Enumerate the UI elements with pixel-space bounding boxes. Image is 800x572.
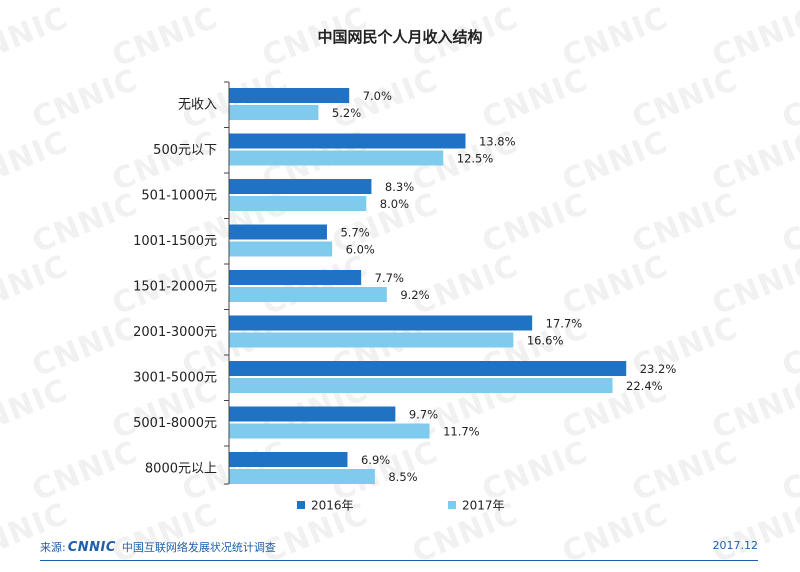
source-line: 来源: CNNIC 中国互联网络发展状况统计调查 xyxy=(40,539,276,555)
bar-2017年-8000元以上 xyxy=(229,469,375,484)
value-label: 13.8% xyxy=(479,135,516,149)
category-label: 1501-2000元 xyxy=(133,280,217,295)
footer-divider xyxy=(40,560,758,561)
value-label: 7.7% xyxy=(375,271,404,285)
bar-2017年-5001-8000元 xyxy=(229,423,430,439)
legend-label: 2017年 xyxy=(462,499,505,513)
bar-2016年-无收入 xyxy=(229,88,350,103)
value-label: 5.2% xyxy=(332,106,361,120)
bar-2016年-501-1000元 xyxy=(229,179,372,194)
bar-2016年-8000元以上 xyxy=(229,452,348,467)
category-label: 5001-8000元 xyxy=(133,416,217,431)
legend-swatch-2017年 xyxy=(448,501,456,509)
value-label: 8.3% xyxy=(385,180,414,194)
value-label: 5.7% xyxy=(340,226,369,240)
report-name: 中国互联网络发展状况统计调查 xyxy=(121,541,276,554)
value-label: 6.0% xyxy=(346,243,375,257)
value-label: 9.2% xyxy=(400,288,429,302)
report-date: 2017.12 xyxy=(712,539,759,552)
category-label: 3001-5000元 xyxy=(133,371,217,386)
bar-2017年-501-1000元 xyxy=(229,196,367,211)
legend-swatch-2016年 xyxy=(297,501,305,509)
value-label: 8.0% xyxy=(380,197,409,211)
bar-2016年-1001-1500元 xyxy=(229,224,327,240)
footer: 来源: CNNIC 中国互联网络发展状况统计调查 2017.12 xyxy=(40,539,758,557)
bar-2017年-无收入 xyxy=(229,105,319,120)
bar-2017年-1001-1500元 xyxy=(229,241,333,257)
bar-2017年-1501-2000元 xyxy=(229,287,387,302)
value-label: 22.4% xyxy=(626,379,663,393)
value-label: 7.0% xyxy=(363,89,392,103)
bar-2016年-3001-5000元 xyxy=(229,361,627,376)
cnnic-logo: CNNIC xyxy=(67,539,116,555)
category-label: 500元以下 xyxy=(153,143,217,158)
value-label: 9.7% xyxy=(409,408,438,422)
source-prefix: 来源: xyxy=(40,541,66,554)
category-label: 1001-1500元 xyxy=(133,234,217,249)
value-label: 6.9% xyxy=(361,453,390,467)
legend-label: 2016年 xyxy=(311,499,354,513)
value-label: 12.5% xyxy=(457,152,494,166)
value-label: 17.7% xyxy=(546,317,583,331)
bar-2016年-500元以下 xyxy=(229,133,466,149)
bar-2017年-2001-3000元 xyxy=(229,332,514,348)
category-label: 2001-3000元 xyxy=(133,325,217,340)
value-label: 11.7% xyxy=(443,425,480,439)
bar-2016年-2001-3000元 xyxy=(229,315,533,331)
category-label: 8000元以上 xyxy=(145,462,217,477)
category-label: 501-1000元 xyxy=(141,189,217,204)
bar-2017年-3001-5000元 xyxy=(229,378,613,393)
value-label: 23.2% xyxy=(640,362,677,376)
chart-title: 中国网民个人月收入结构 xyxy=(317,28,483,46)
bar-2016年-1501-2000元 xyxy=(229,270,362,285)
value-label: 16.6% xyxy=(527,334,564,348)
bar-2016年-5001-8000元 xyxy=(229,406,396,422)
category-label: 无收入 xyxy=(178,98,217,113)
bar-2017年-500元以下 xyxy=(229,150,444,166)
value-label: 8.5% xyxy=(388,470,417,484)
